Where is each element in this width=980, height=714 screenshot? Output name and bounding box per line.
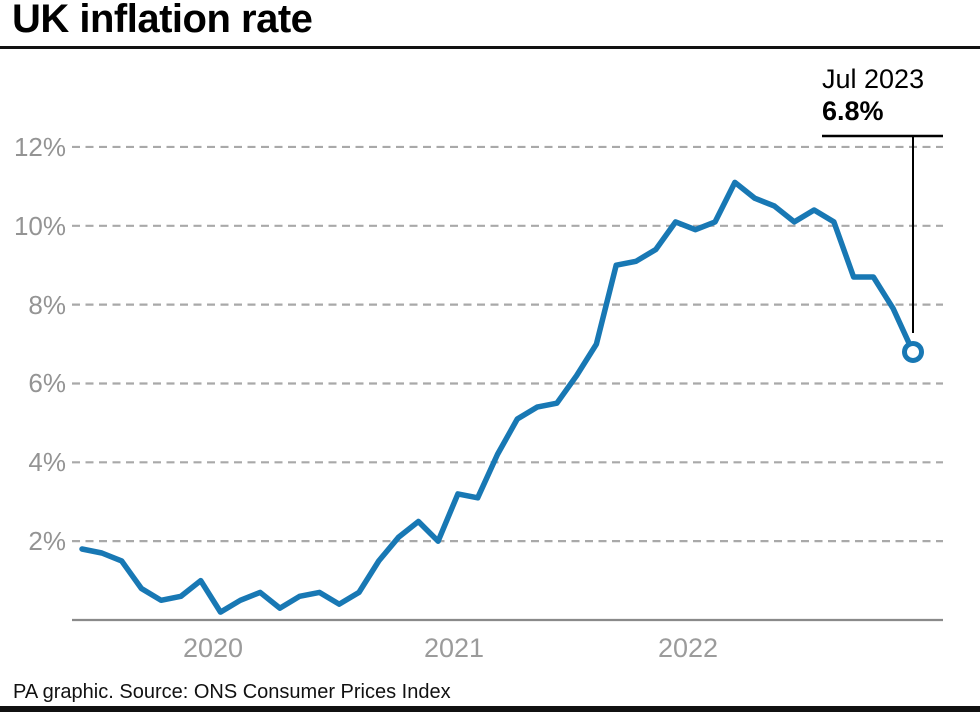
page-title: UK inflation rate <box>12 0 313 41</box>
x-axis-tick-label: 2020 <box>182 633 244 663</box>
x-axis-tick-label: 2022 <box>657 633 719 663</box>
annotation-date: Jul 2023 <box>822 64 925 94</box>
annotation-value: 6.8% <box>822 96 884 126</box>
source-credit: PA graphic. Source: ONS Consumer Prices … <box>13 681 451 703</box>
y-axis-tick-label: 6% <box>28 368 66 398</box>
latest-value-annotation: Jul 2023 6.8% <box>822 64 924 128</box>
bottom-bar <box>0 706 980 712</box>
y-axis-tick-label: 4% <box>28 447 66 477</box>
y-axis-tick-label: 2% <box>28 526 66 556</box>
x-axis-tick-label: 2021 <box>423 633 485 663</box>
latest-point-marker <box>902 340 924 363</box>
y-axis-tick-label: 10% <box>13 211 66 241</box>
inflation-line-series <box>79 179 916 615</box>
y-axis-tick-label: 8% <box>28 290 66 320</box>
y-axis-tick-label: 12% <box>13 132 66 162</box>
title-divider <box>0 46 980 49</box>
